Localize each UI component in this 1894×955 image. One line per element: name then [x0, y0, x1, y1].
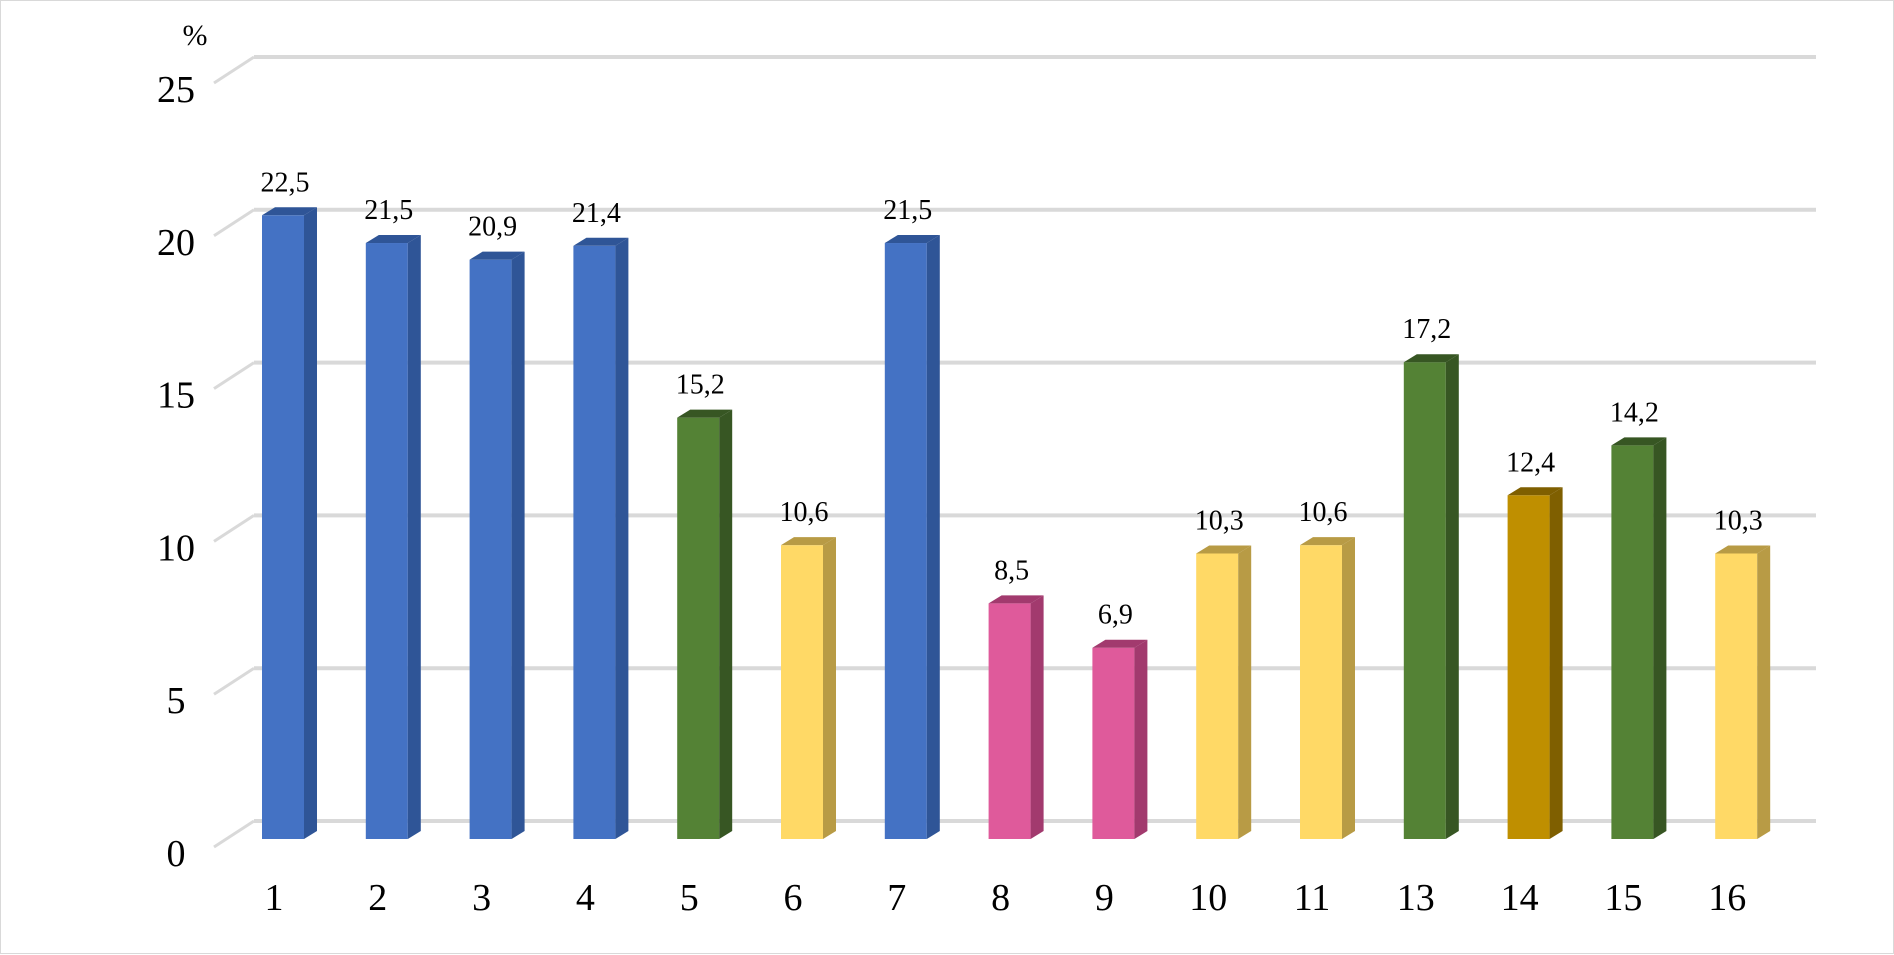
data-label: 10,6: [780, 497, 829, 528]
bar-side: [1134, 639, 1148, 839]
bar: [1403, 362, 1446, 839]
x-tick-label: 16: [1708, 877, 1746, 919]
bar: [1611, 445, 1654, 839]
y-tick-label: 15: [157, 375, 195, 417]
data-label: 14,2: [1610, 397, 1659, 428]
gridline-depth: [213, 361, 255, 390]
bar: [677, 417, 720, 839]
bar-top: [1196, 545, 1252, 554]
data-label: 10,6: [1299, 497, 1348, 528]
bar-top: [884, 235, 940, 244]
data-label: 22,5: [261, 167, 310, 198]
gridline-depth: [213, 55, 255, 85]
bar-side: [719, 409, 733, 839]
gridline-depth: [213, 514, 255, 543]
bar-side: [304, 207, 317, 840]
bar: [1300, 545, 1342, 839]
bar-side: [1653, 437, 1667, 839]
y-tick-label: 10: [157, 527, 195, 569]
bar-top: [365, 235, 421, 244]
bar-top: [677, 409, 733, 418]
bar: [781, 545, 823, 839]
bar-top: [1611, 437, 1667, 446]
bar-top: [1300, 537, 1355, 546]
bar: [469, 259, 512, 840]
bar-top: [1403, 354, 1459, 363]
x-tick-label: 1: [265, 877, 284, 919]
bar: [884, 243, 927, 839]
x-tick-label: 4: [576, 877, 595, 919]
bar-top: [1507, 487, 1563, 496]
bar-side: [1030, 595, 1044, 839]
data-label: 10,3: [1714, 505, 1763, 536]
bar-side: [615, 237, 629, 840]
bar: [1092, 647, 1135, 839]
x-tick-label: 6: [784, 877, 803, 919]
bar-side: [511, 251, 525, 840]
bar: [988, 603, 1031, 839]
gridline-depth: [213, 666, 255, 696]
bar-side: [1549, 487, 1563, 839]
data-label: 21,5: [883, 195, 932, 226]
x-tick-label: 5: [680, 877, 699, 919]
x-tick-label: 13: [1397, 877, 1435, 919]
data-label: 15,2: [676, 370, 725, 401]
data-label: 17,2: [1402, 314, 1451, 345]
x-tick-label: 8: [991, 877, 1010, 919]
bar-side: [407, 235, 421, 839]
bar-side: [926, 235, 940, 839]
bar-top: [988, 595, 1044, 604]
gridline-depth: [213, 819, 255, 849]
x-tick-label: 11: [1294, 877, 1331, 919]
bar-top: [469, 251, 525, 260]
data-label: 12,4: [1506, 447, 1555, 478]
bar: [365, 243, 408, 839]
bar-side: [1238, 545, 1252, 839]
gridline-depth: [213, 208, 255, 238]
x-tick-label: 7: [887, 877, 906, 919]
y-tick-label: 25: [157, 69, 195, 111]
data-label: 20,9: [468, 212, 517, 243]
y-axis-unit-label: %: [183, 19, 208, 52]
x-tick-label: 14: [1501, 877, 1539, 919]
bar: [1507, 495, 1550, 839]
y-tick-label: 5: [167, 680, 186, 722]
data-label: 21,4: [572, 198, 621, 229]
y-tick-label: 20: [157, 222, 195, 264]
bar-top: [573, 237, 629, 246]
bar: [262, 215, 304, 840]
y-tick-label: 0: [167, 833, 186, 875]
data-label: 8,5: [994, 555, 1029, 586]
bar-top: [781, 537, 836, 546]
bar-side: [1445, 354, 1459, 839]
bar-side: [1757, 545, 1771, 839]
data-label: 6,9: [1098, 600, 1133, 631]
data-label: 21,5: [364, 195, 413, 226]
bar: [573, 245, 616, 840]
bar: [1196, 553, 1239, 839]
data-label: 10,3: [1195, 505, 1244, 536]
bar-side: [823, 537, 836, 839]
x-tick-label: 3: [472, 877, 491, 919]
bar-side: [1342, 537, 1355, 839]
x-tick-label: 2: [368, 877, 387, 919]
bar: [1715, 553, 1758, 839]
x-tick-label: 9: [1095, 877, 1114, 919]
bar-top: [1715, 545, 1771, 554]
x-tick-label: 15: [1604, 877, 1642, 919]
bar-top: [262, 207, 317, 216]
x-tick-label: 10: [1189, 877, 1227, 919]
bar-top: [1092, 639, 1148, 648]
